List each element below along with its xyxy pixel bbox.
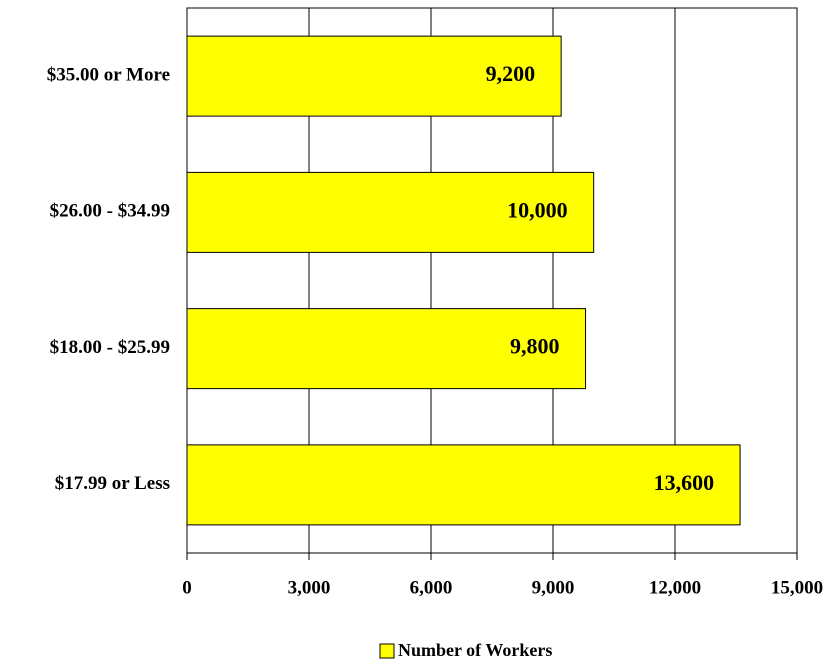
bar bbox=[186, 308, 587, 390]
legend-swatch bbox=[379, 643, 395, 659]
x-tick-label: 15,000 bbox=[771, 577, 823, 598]
x-tick-label: 3,000 bbox=[288, 577, 331, 598]
x-tick-label: 12,000 bbox=[649, 577, 701, 598]
x-tick-label: 6,000 bbox=[410, 577, 453, 598]
y-tick-label: $26.00 - $34.99 bbox=[50, 201, 170, 222]
value-label: 13,600 bbox=[654, 470, 715, 495]
legend-label: Number of Workers bbox=[398, 640, 552, 660]
x-tick-label: 9,000 bbox=[532, 577, 575, 598]
bar bbox=[186, 444, 741, 526]
y-tick-label: $35.00 or More bbox=[47, 64, 170, 85]
y-tick-label: $17.99 or Less bbox=[55, 473, 170, 494]
bar bbox=[186, 35, 562, 117]
bar bbox=[186, 171, 595, 253]
value-label: 9,800 bbox=[510, 334, 560, 359]
value-label: 10,000 bbox=[507, 197, 568, 222]
value-label: 9,200 bbox=[486, 61, 536, 86]
x-tick-label: 0 bbox=[182, 577, 192, 598]
y-tick-label: $18.00 - $25.99 bbox=[50, 337, 170, 358]
